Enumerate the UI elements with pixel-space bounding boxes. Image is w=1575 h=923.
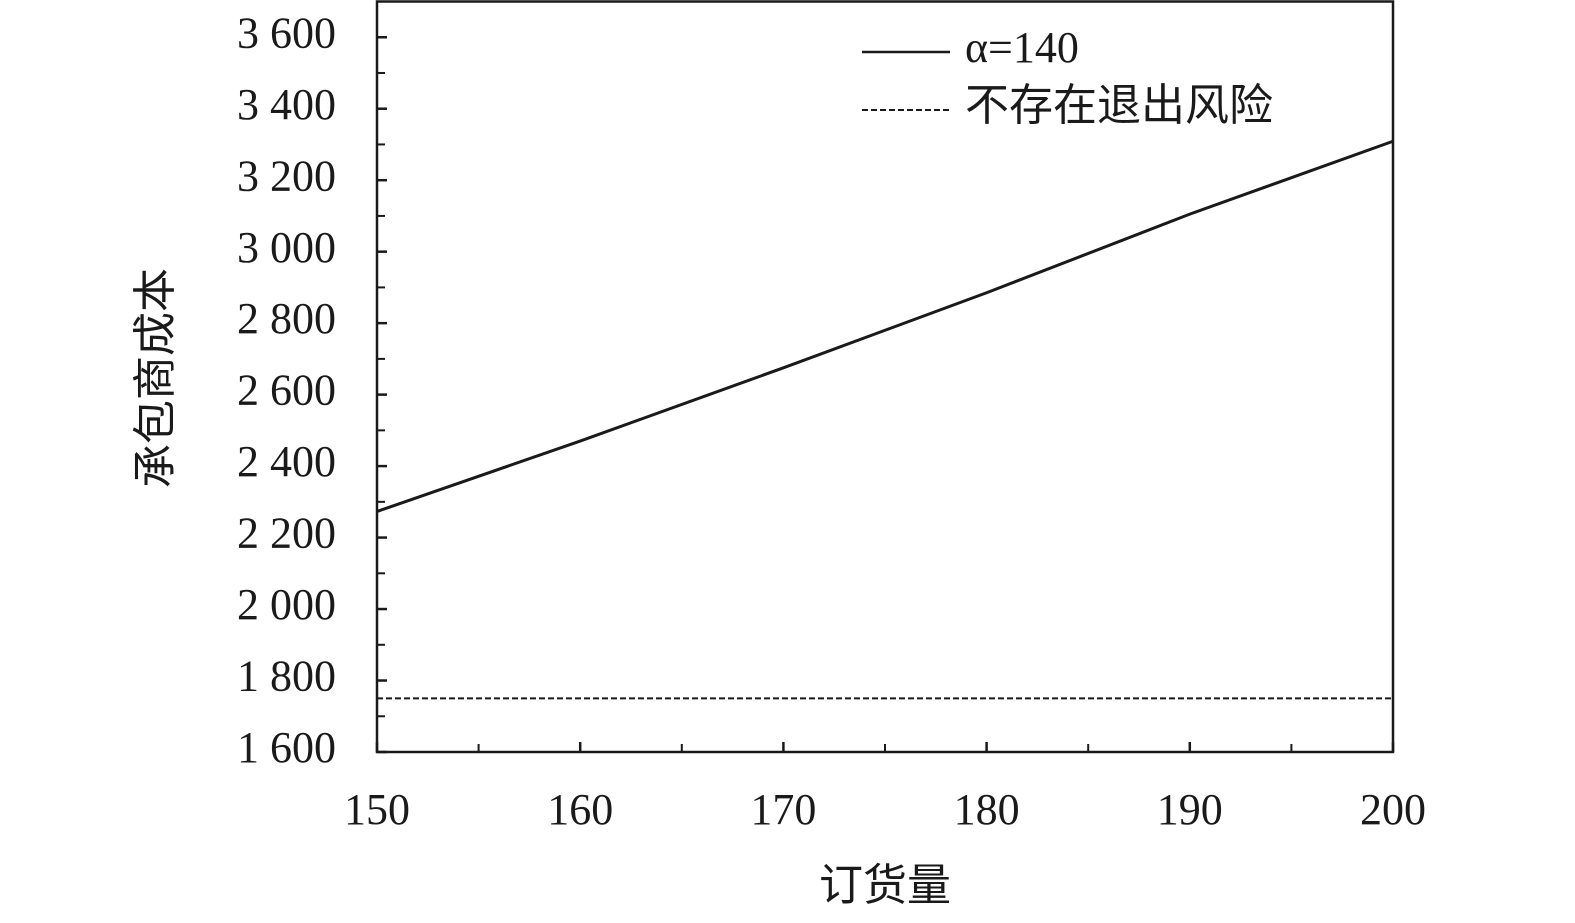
x-tick-label: 180 bbox=[954, 785, 1020, 834]
y-tick-label: 2 800 bbox=[237, 294, 336, 343]
x-tick-label: 190 bbox=[1157, 785, 1223, 834]
legend-label: 不存在退出风险 bbox=[965, 81, 1273, 130]
legend-label: α=140 bbox=[965, 23, 1079, 72]
y-tick-label: 3 000 bbox=[237, 223, 336, 272]
y-tick-label: 3 600 bbox=[237, 8, 336, 57]
y-axis-label: 承包商成本 bbox=[131, 268, 180, 488]
y-tick-label: 3 200 bbox=[237, 151, 336, 200]
y-tick-label: 1 800 bbox=[237, 652, 336, 701]
x-tick-label: 200 bbox=[1360, 785, 1426, 834]
x-axis-label: 订货量 bbox=[819, 861, 951, 910]
y-tick-label: 2 400 bbox=[237, 437, 336, 486]
y-tick-label: 1 600 bbox=[237, 723, 336, 772]
y-tick-label: 2 000 bbox=[237, 580, 336, 629]
y-tick-label: 2 600 bbox=[237, 366, 336, 415]
x-tick-label: 170 bbox=[750, 785, 816, 834]
y-tick-label: 3 400 bbox=[237, 80, 336, 129]
series-line bbox=[376, 139, 1394, 513]
x-tick-label: 160 bbox=[547, 785, 613, 834]
x-tick-label: 150 bbox=[344, 785, 410, 834]
y-tick-label: 2 200 bbox=[237, 509, 336, 558]
